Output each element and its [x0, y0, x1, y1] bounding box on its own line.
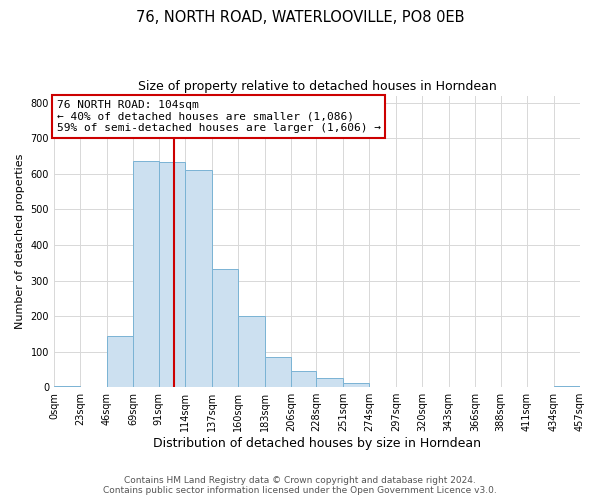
Bar: [554, 386, 580, 387]
Bar: [265, 358, 291, 387]
Bar: [54, 386, 80, 387]
Bar: [343, 383, 370, 387]
Text: Contains HM Land Registry data © Crown copyright and database right 2024.
Contai: Contains HM Land Registry data © Crown c…: [103, 476, 497, 495]
Y-axis label: Number of detached properties: Number of detached properties: [15, 154, 25, 329]
Text: 76 NORTH ROAD: 104sqm
← 40% of detached houses are smaller (1,086)
59% of semi-d: 76 NORTH ROAD: 104sqm ← 40% of detached …: [56, 100, 380, 133]
Bar: [212, 269, 238, 387]
Bar: [133, 162, 158, 387]
Bar: [185, 170, 212, 387]
Title: Size of property relative to detached houses in Horndean: Size of property relative to detached ho…: [137, 80, 496, 93]
Bar: [316, 378, 343, 387]
Text: 76, NORTH ROAD, WATERLOOVILLE, PO8 0EB: 76, NORTH ROAD, WATERLOOVILLE, PO8 0EB: [136, 10, 464, 25]
Bar: [291, 371, 316, 387]
Bar: [158, 162, 185, 387]
Bar: [238, 316, 265, 387]
X-axis label: Distribution of detached houses by size in Horndean: Distribution of detached houses by size …: [153, 437, 481, 450]
Bar: [107, 336, 133, 387]
